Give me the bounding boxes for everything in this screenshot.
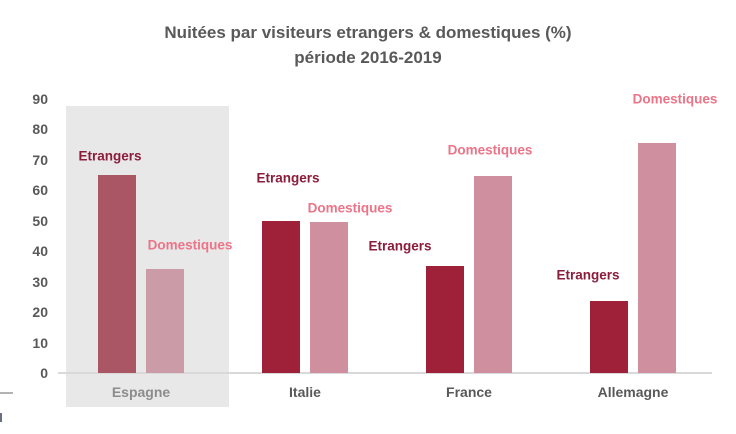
y-axis-tick: 20: [32, 304, 48, 320]
chart-title-block: Nuitées par visiteurs etrangers & domest…: [0, 20, 736, 70]
y-axis-tick: 90: [32, 90, 48, 107]
bar-france-etrangers: [426, 266, 464, 373]
x-axis-line: [58, 372, 712, 374]
y-axis-tick: 60: [32, 182, 48, 198]
bar-annotation-domestiques: Domestiques: [632, 91, 718, 107]
chart-title: Nuitées par visiteurs etrangers & domest…: [164, 23, 572, 42]
bar-annotation-domestiques: Domestiques: [447, 142, 533, 158]
bar-italie-domestiques: [310, 222, 348, 373]
bar-espagne-etrangers: [98, 174, 136, 373]
y-axis-tick: 70: [32, 151, 48, 168]
bar-annotation-etrangers: Etrangers: [256, 170, 320, 186]
bar-france-domestiques: [474, 176, 512, 373]
y-axis-tick: 40: [32, 243, 48, 259]
category-label-italie: Italie: [289, 384, 321, 400]
bar-annotation-etrangers: Etrangers: [78, 148, 142, 164]
bar-annotation-etrangers: Etrangers: [556, 267, 620, 283]
bar-annotation-domestiques: Domestiques: [147, 237, 233, 253]
chart-subtitle: période 2016-2019: [294, 48, 442, 67]
bar-allemagne-etrangers: [590, 301, 628, 373]
y-axis-tick: 30: [32, 273, 48, 290]
y-axis-tick: 80: [32, 121, 48, 137]
category-label-allemagne: Allemagne: [597, 384, 669, 400]
page-edge-mark: [0, 413, 2, 422]
bar-italie-etrangers: [262, 220, 300, 373]
bar-allemagne-domestiques: [638, 142, 676, 373]
bar-espagne-domestiques: [146, 269, 184, 373]
category-label-france: France: [446, 384, 492, 400]
page-edge-line: [0, 392, 13, 394]
category-label-espagne: Espagne: [111, 384, 171, 400]
y-axis-tick: 0: [40, 365, 48, 381]
bar-annotation-etrangers: Etrangers: [368, 238, 432, 254]
y-axis-tick: 50: [32, 212, 48, 229]
y-axis-tick: 10: [32, 334, 48, 351]
bar-annotation-domestiques: Domestiques: [307, 200, 393, 216]
